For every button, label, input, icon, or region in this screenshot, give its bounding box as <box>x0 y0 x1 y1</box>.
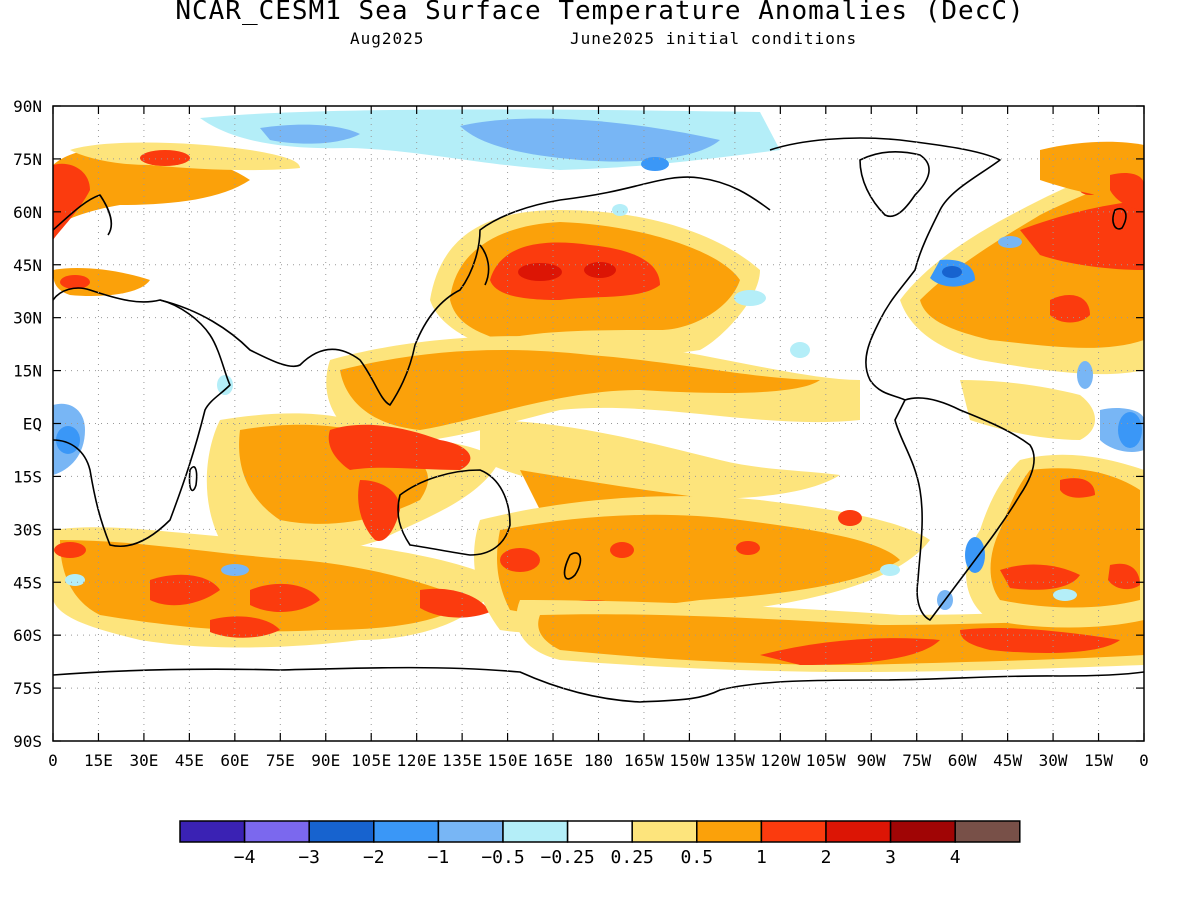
colorbar-label: −3 <box>298 847 320 868</box>
nordic-mediterranean <box>53 141 1144 297</box>
lon-tick-label: 150E <box>488 751 528 770</box>
lon-tick-label: 45W <box>993 751 1022 770</box>
coast-north-america <box>769 137 1001 401</box>
lat-tick-label: 30N <box>13 309 42 328</box>
colorbar-label: −0.5 <box>481 847 524 868</box>
colorbar-swatch <box>760 820 827 843</box>
colorbar-label: 0.5 <box>681 847 714 868</box>
north-pacific-warm <box>430 210 810 360</box>
southern-indian-warm <box>53 527 500 648</box>
lon-tick-label: 165W <box>624 751 664 770</box>
lon-tick-label: 120E <box>397 751 437 770</box>
colorbar-label: 1 <box>756 847 767 868</box>
colorbar-swatch <box>243 820 310 843</box>
latitude-axis: 90N 75N 60N 45N 30N 15N EQ 15S 30S 45S 60S 75S 90S <box>13 97 1144 751</box>
lat-tick-label: 45S <box>13 573 42 592</box>
lon-tick-label: 75E <box>266 751 295 770</box>
chart-title: NCAR_CESM1 Sea Surface Temperature Anoma… <box>175 0 1025 26</box>
lon-tick-label: 150W <box>669 751 709 770</box>
lon-tick-label: 120W <box>760 751 800 770</box>
tropical-pacific-warm <box>326 336 860 517</box>
colorbar-swatch <box>889 820 956 843</box>
lon-tick-label: 135W <box>715 751 755 770</box>
lon-tick-label: 15W <box>1084 751 1113 770</box>
coast-new-zealand <box>563 552 582 580</box>
lat-tick-label: 90N <box>13 97 42 116</box>
lon-tick-label: 90W <box>857 751 886 770</box>
coast-japan <box>479 244 490 286</box>
colorbar-swatch <box>179 820 246 843</box>
lat-tick-label: 75S <box>13 679 42 698</box>
lon-tick-label: 105W <box>806 751 846 770</box>
lon-tick-label: 30E <box>129 751 158 770</box>
coast-africa-eurasia <box>53 287 231 547</box>
lon-tick-label: 60W <box>948 751 977 770</box>
anomaly-field <box>53 109 1144 672</box>
valid-month-label: Aug2025 <box>350 29 425 48</box>
colorbar-swatch <box>954 820 1021 843</box>
lat-tick-label: 45N <box>13 256 42 275</box>
coast-europe-north <box>53 194 112 236</box>
longitude-axis: 0 15E 30E 45E 60E 75E 90E 105E 120E 135E 150E 165E 1… <box>48 106 1149 770</box>
colorbar-label: 0.25 <box>611 847 654 868</box>
lon-tick-label: 135E <box>442 751 482 770</box>
lon-tick-label: 180 <box>584 751 613 770</box>
lon-tick-label: 60E <box>220 751 249 770</box>
coast-south-america <box>894 397 1035 621</box>
lat-tick-label: 90S <box>13 732 42 751</box>
lon-tick-label: 75W <box>902 751 931 770</box>
colorbar: −4 −3 −2 −1 −0.5 −0.25 0.25 0.5 1 2 3 4 <box>179 820 1021 868</box>
south-pacific-warm <box>474 496 930 640</box>
colorbar-label: −2 <box>363 847 385 868</box>
lon-tick-label: 30W <box>1039 751 1068 770</box>
lon-tick-label: 90E <box>311 751 340 770</box>
colorbar-label: 2 <box>821 847 832 868</box>
lon-tick-label: 165E <box>533 751 573 770</box>
colorbar-swatch <box>502 820 569 843</box>
lat-tick-label: 15S <box>13 467 42 486</box>
arctic-cold-region <box>200 109 780 171</box>
lon-tick-label: 45E <box>175 751 204 770</box>
colorbar-swatch <box>566 820 633 843</box>
colorbar-swatch <box>631 820 698 843</box>
coast-asia <box>159 176 771 406</box>
coast-greenland <box>859 150 930 217</box>
initial-conditions-label: June2025 initial conditions <box>570 29 858 48</box>
colorbar-swatch <box>373 820 440 843</box>
colorbar-swatch <box>696 820 763 843</box>
lon-tick-label: 0 <box>48 751 58 770</box>
colorbar-label: 3 <box>885 847 896 868</box>
lon-tick-label: 105E <box>351 751 391 770</box>
coast-australia <box>397 469 511 556</box>
colorbar-label: 4 <box>950 847 961 868</box>
lon-tick-label: 0 <box>1139 751 1149 770</box>
colorbar-label: −1 <box>428 847 450 868</box>
lat-tick-label: 60N <box>13 203 42 222</box>
colorbar-swatch <box>437 820 504 843</box>
lat-tick-label: 15N <box>13 362 42 381</box>
colorbar-swatch <box>825 820 892 843</box>
coast-uk <box>1112 208 1127 230</box>
colorbar-label: −4 <box>234 847 256 868</box>
coastlines <box>53 137 1144 703</box>
coast-antarctica <box>53 666 1144 703</box>
lat-tick-label: EQ <box>23 415 42 434</box>
lat-tick-label: 60S <box>13 626 42 645</box>
colorbar-label: −0.25 <box>541 847 595 868</box>
lat-tick-label: 75N <box>13 150 42 169</box>
colorbar-swatch <box>308 820 375 843</box>
lat-tick-label: 30S <box>13 520 42 539</box>
lon-tick-label: 15E <box>84 751 113 770</box>
